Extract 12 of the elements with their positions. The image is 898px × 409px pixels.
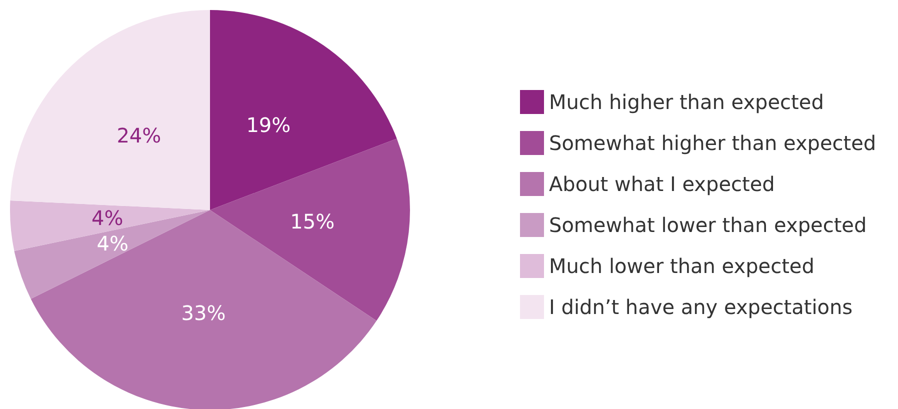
data-label: 33% — [181, 300, 226, 325]
data-label: 24% — [116, 123, 162, 148]
data-label: 19% — [246, 113, 291, 138]
legend-label: Much higher than expected — [549, 90, 824, 114]
legend-label: About what I expected — [549, 172, 775, 196]
legend-label: Somewhat higher than expected — [549, 131, 876, 155]
data-label: 4% — [96, 232, 129, 256]
data-label: 4% — [91, 206, 124, 230]
legend-label: Somewhat lower than expected — [549, 213, 867, 237]
data-label: 15% — [290, 209, 335, 234]
legend-label: I didn’t have any expectations — [549, 295, 853, 319]
legend-label: Much lower than expected — [549, 254, 814, 278]
